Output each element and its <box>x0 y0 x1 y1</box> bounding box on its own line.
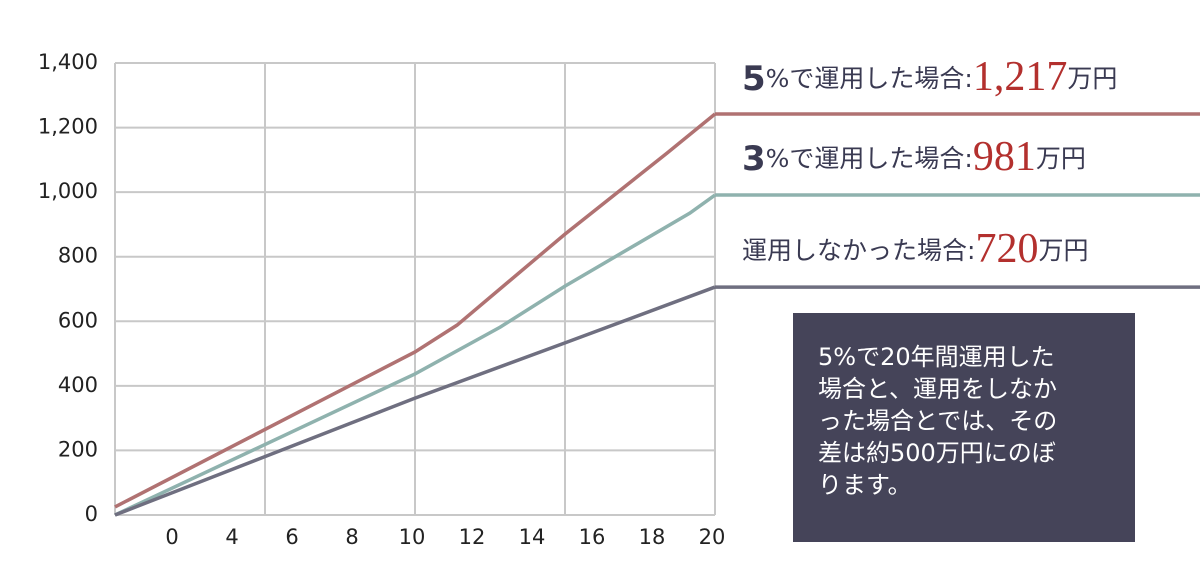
y-tick-label: 400 <box>58 373 98 397</box>
y-tick-label: 800 <box>58 244 98 268</box>
y-tick-label: 600 <box>58 308 98 332</box>
series-line <box>114 112 717 509</box>
annotation-amount: 981 <box>973 134 1036 180</box>
note-text: 差は約500万円にのぼ <box>818 439 1056 467</box>
x-tick-label: 20 <box>699 525 726 549</box>
annotation-amount: 1,217 <box>973 54 1068 100</box>
y-tick-label: 0 <box>85 502 98 526</box>
x-tick-label: 4 <box>225 525 238 549</box>
x-tick-label: 10 <box>399 525 426 549</box>
x-tick-label: 18 <box>639 525 666 549</box>
y-tick-label: 200 <box>58 437 98 461</box>
series-line <box>114 193 717 517</box>
annotation-amount: 720 <box>975 226 1038 272</box>
x-tick-label: 6 <box>285 525 298 549</box>
y-tick-label: 1,400 <box>38 50 98 74</box>
annotation-lead: 3 <box>742 139 766 179</box>
annotation: 5%で運用した場合:1,217万円 <box>742 54 1117 100</box>
series-line <box>114 285 716 517</box>
note-text: ります。 <box>818 471 912 499</box>
note-box <box>793 313 1135 542</box>
note-text: 場合と、運用をしなか <box>818 375 1057 403</box>
annotation-text: 運用しなかった場合: <box>742 236 975 265</box>
annotation-text: %で運用した場合: <box>766 64 973 93</box>
annotation-unit: 万円 <box>1038 236 1088 265</box>
note-text: った場合とでは、その <box>818 407 1057 435</box>
y-tick-label: 1,200 <box>38 115 98 139</box>
x-tick-label: 16 <box>579 525 606 549</box>
x-tick-label: 8 <box>345 525 358 549</box>
x-tick-label: 14 <box>519 525 546 549</box>
annotation-unit: 万円 <box>1036 144 1086 173</box>
y-tick-label: 1,000 <box>38 179 98 203</box>
annotation-text: %で運用した場合: <box>766 144 973 173</box>
x-tick-label: 12 <box>459 525 486 549</box>
annotation-lead: 5 <box>742 59 766 99</box>
annotation: 運用しなかった場合:720万円 <box>742 226 1088 272</box>
note-text: 5%で20年間運用した <box>818 343 1055 371</box>
annotation-unit: 万円 <box>1067 64 1117 93</box>
annotation: 3%で運用した場合:981万円 <box>742 134 1086 180</box>
x-tick-label: 0 <box>165 525 178 549</box>
